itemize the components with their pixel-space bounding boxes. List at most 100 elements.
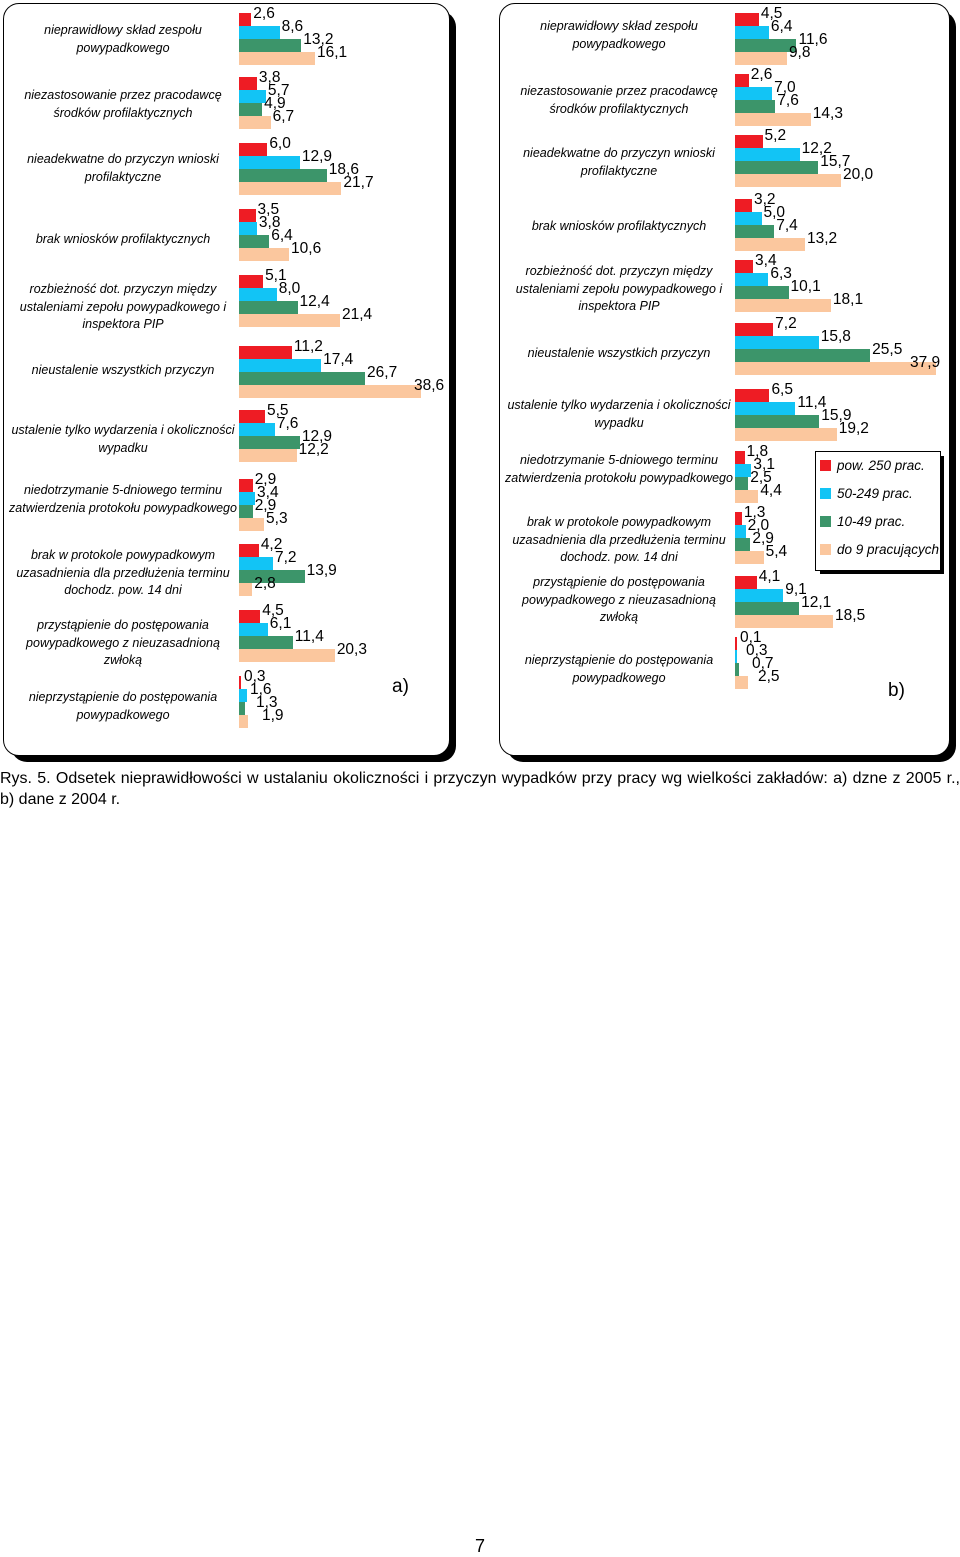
category-label: nieustalenie wszystkich przyczyn bbox=[31, 363, 215, 377]
category-label: nieadekwatne do przyczyn wnioski profila… bbox=[27, 152, 219, 184]
bar-b-8-2 bbox=[735, 538, 751, 551]
bar-b-7-1 bbox=[735, 464, 752, 477]
value-label: 4,9 bbox=[264, 95, 286, 112]
value-label: 1,8 bbox=[746, 443, 769, 460]
bar-a-5-1 bbox=[239, 359, 322, 372]
legend-swatch bbox=[820, 488, 831, 499]
bar-b-0-0 bbox=[735, 13, 759, 26]
bar-b-4-2 bbox=[735, 286, 789, 299]
bar-a-9-1 bbox=[239, 623, 268, 636]
value-label: 20,3 bbox=[336, 641, 367, 658]
bar-a-7-1 bbox=[239, 492, 256, 505]
category-label: nieadekwatne do przyczyn wnioski profila… bbox=[523, 146, 715, 178]
bar-b-4-0 bbox=[735, 260, 754, 273]
bar-a-9-2 bbox=[239, 636, 293, 649]
value-label: 7,2 bbox=[775, 315, 797, 332]
value-label: 10,6 bbox=[291, 240, 322, 257]
value-label: 3,2 bbox=[753, 191, 776, 208]
value-label: 14,3 bbox=[812, 105, 843, 122]
value-label: 5,0 bbox=[763, 204, 786, 221]
chart-legend: pow. 250 prac. 50-249 prac. 10-49 prac. do … bbox=[815, 451, 941, 571]
value-label: 5,4 bbox=[765, 543, 788, 560]
value-label: 0,3 bbox=[746, 642, 768, 659]
bar-a-2-0 bbox=[239, 143, 268, 156]
bar-b-4-3 bbox=[735, 299, 831, 312]
bar-a-4-2 bbox=[239, 301, 298, 314]
value-label: 6,1 bbox=[269, 615, 292, 632]
legend-swatch bbox=[820, 460, 831, 471]
bar-b-0-3 bbox=[735, 52, 787, 65]
value-label: 5,2 bbox=[764, 127, 787, 144]
bar-a-6-1 bbox=[239, 423, 275, 436]
legend-item: do 9 pracujących bbox=[820, 542, 939, 557]
value-label: 7,2 bbox=[274, 549, 297, 566]
bar-b-6-2 bbox=[735, 415, 820, 428]
value-label: 6,7 bbox=[272, 108, 295, 125]
bar-b-8-3 bbox=[735, 551, 764, 564]
legend-item: 50-249 prac. bbox=[820, 486, 913, 501]
bar-a-5-3 bbox=[239, 385, 422, 398]
category-label: nieprzystąpienie do postępowania powypad… bbox=[28, 690, 218, 722]
value-label: 15,9 bbox=[821, 407, 852, 424]
value-label: 6,4 bbox=[271, 227, 293, 244]
value-label: 3,4 bbox=[257, 484, 279, 501]
category-label: niedotrzymanie 5-dniowego terminu zatwie… bbox=[9, 483, 237, 515]
bar-a-6-2 bbox=[239, 436, 300, 449]
value-label: 0,7 bbox=[752, 655, 774, 672]
value-label: 12,1 bbox=[801, 594, 832, 611]
bar-a-4-1 bbox=[239, 288, 277, 301]
bar-a-3-0 bbox=[239, 209, 256, 222]
figure-caption: Rys. 5. Odsetek nieprawidłowości w ustal… bbox=[0, 770, 960, 808]
category-label: niezastosowanie przez pracodawcę środków… bbox=[24, 88, 222, 120]
value-label: 1,3 bbox=[743, 504, 766, 521]
value-label: 2,0 bbox=[747, 517, 770, 534]
value-label: 5,7 bbox=[267, 82, 290, 99]
bar-a-7-2 bbox=[239, 505, 253, 518]
value-label: 8,0 bbox=[278, 280, 301, 297]
bar-b-6-1 bbox=[735, 402, 796, 415]
bar-b-9-3 bbox=[735, 615, 834, 628]
bar-a-10-0 bbox=[239, 676, 241, 689]
bar-b-1-0 bbox=[735, 74, 749, 87]
value-label: 6,4 bbox=[770, 18, 793, 35]
bar-b-5-1 bbox=[735, 336, 819, 349]
value-label: 11,4 bbox=[294, 628, 324, 645]
bar-b-2-2 bbox=[735, 161, 819, 174]
value-label: 18,6 bbox=[328, 161, 359, 178]
value-label: 1,9 bbox=[262, 707, 284, 724]
value-label: 18,5 bbox=[835, 607, 866, 624]
bar-b-2-3 bbox=[735, 174, 841, 187]
bar-a-10-3 bbox=[239, 715, 248, 728]
category-label: przystąpienie do postępowania powypadkow… bbox=[26, 618, 220, 667]
value-label: 5,3 bbox=[266, 510, 288, 527]
value-label: 5,1 bbox=[265, 267, 287, 284]
bar-b-0-2 bbox=[735, 39, 797, 52]
legend-item: pow. 250 prac. bbox=[820, 458, 925, 473]
value-label: 25,5 bbox=[872, 341, 903, 358]
value-label: 20,0 bbox=[843, 166, 874, 183]
bar-b-5-0 bbox=[735, 323, 774, 336]
bar-b-7-2 bbox=[735, 477, 749, 490]
bar-a-3-3 bbox=[239, 248, 290, 261]
bar-b-7-0 bbox=[735, 451, 745, 464]
value-label: 15,7 bbox=[820, 153, 851, 170]
category-label: ustalenie tylko wydarzenia i okolicznośc… bbox=[507, 398, 731, 430]
panel-b-label: b) bbox=[888, 680, 905, 701]
value-label: 3,5 bbox=[257, 201, 280, 218]
value-label: 12,2 bbox=[801, 140, 832, 157]
value-label: 3,8 bbox=[258, 214, 281, 231]
legend-swatch bbox=[820, 516, 831, 527]
legend-label: 50-249 prac. bbox=[837, 486, 913, 501]
category-label: nieprawidłowy skład zespołu powypadkoweg… bbox=[540, 19, 698, 51]
value-label: 3,4 bbox=[755, 252, 777, 269]
value-label: 13,2 bbox=[806, 230, 838, 247]
bar-a-2-2 bbox=[239, 169, 327, 182]
value-label: 12,9 bbox=[301, 148, 333, 165]
bar-a-2-3 bbox=[239, 182, 342, 195]
value-label: 8,6 bbox=[281, 18, 304, 35]
legend-swatch bbox=[820, 544, 831, 555]
value-label: 12,9 bbox=[301, 428, 333, 445]
value-label: 4,5 bbox=[262, 602, 284, 619]
legend-item: 10-49 prac. bbox=[820, 514, 905, 529]
bar-b-2-1 bbox=[735, 148, 800, 161]
